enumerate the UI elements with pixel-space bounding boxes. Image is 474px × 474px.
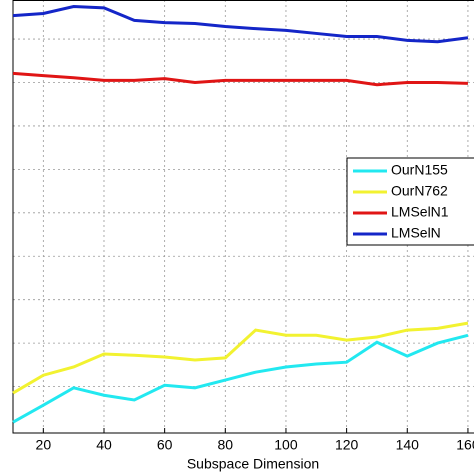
legend-label: LMSelN <box>391 225 441 241</box>
legend-label: OurN762 <box>391 183 448 199</box>
line-series <box>12 321 469 395</box>
x-tick-label: 120 <box>335 437 359 453</box>
x-tick-label: 160 <box>456 437 474 453</box>
legend-label: OurN155 <box>391 162 448 178</box>
x-tick-label: 80 <box>218 437 234 453</box>
line-series <box>12 5 469 44</box>
x-tick-label: 40 <box>96 437 112 453</box>
x-tick-label: 100 <box>274 437 298 453</box>
x-axis-label: Subspace Dimension <box>187 456 319 472</box>
x-tick-label: 140 <box>396 437 420 453</box>
x-tick-label: 60 <box>157 437 173 453</box>
x-tick-label: 20 <box>36 437 52 453</box>
line-series <box>12 333 469 424</box>
legend-label: LMSelN1 <box>391 204 449 220</box>
line-series <box>12 71 468 87</box>
plot-frame <box>12 0 474 434</box>
